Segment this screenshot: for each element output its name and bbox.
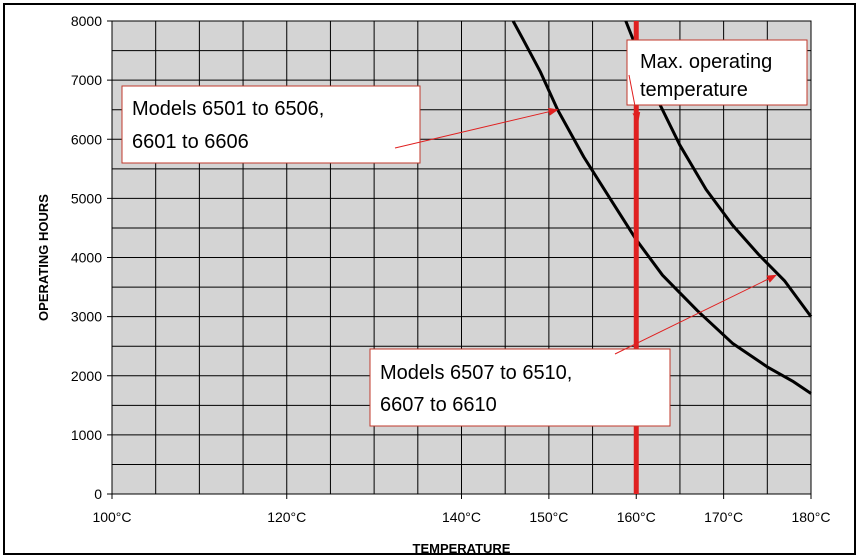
annotation-text-line: 6607 to 6610: [380, 394, 497, 416]
x-tick-label: 100°C: [92, 509, 131, 525]
annotation-box: [626, 39, 808, 106]
annotation-1: Models 6501 to 6506, 6601 to 6606: [121, 85, 559, 164]
y-tick-label: 3000: [71, 309, 102, 325]
x-tick-label: 120°C: [267, 509, 306, 525]
x-tick-label: 140°C: [442, 509, 481, 525]
x-tick-label: 150°C: [529, 509, 568, 525]
annotations: Models 6501 to 6506, 6601 to 6606 Max. op…: [121, 39, 808, 427]
y-tick-label: 2000: [71, 368, 102, 384]
y-axis-ticks: 0 1000 2000 3000 4000 5000 6000 7000 8000: [71, 13, 112, 502]
annotation-text-line: Max. operating: [640, 51, 772, 73]
x-axis-ticks: 100°C 120°C 140°C 150°C 160°C 170°C 180°C: [92, 494, 831, 525]
x-axis-title: TEMPERATURE: [413, 541, 511, 556]
annotation-arrow: [614, 274, 777, 355]
annotation-text-line: Models 6501 to 6506,: [132, 98, 324, 120]
y-tick-label: 5000: [71, 190, 102, 206]
x-tick-label: 170°C: [704, 509, 743, 525]
y-axis-title: OPERATING HOURS: [36, 194, 51, 321]
annotation-arrow: [394, 107, 559, 149]
x-tick-label: 180°C: [791, 509, 830, 525]
y-tick-label: 0: [94, 486, 102, 502]
y-tick-label: 8000: [71, 13, 102, 29]
y-tick-label: 7000: [71, 72, 102, 88]
annotation-box: [369, 348, 671, 427]
annotation-text-line: Models 6507 to 6510,: [380, 362, 572, 384]
y-tick-label: 6000: [71, 131, 102, 147]
annotation-text-line: temperature: [640, 79, 748, 101]
x-tick-label: 160°C: [617, 509, 656, 525]
annotation-arrow: [628, 74, 641, 123]
annotation-2: Max. operating temperature: [626, 39, 808, 123]
y-tick-label: 4000: [71, 250, 102, 266]
annotation-text-line: 6601 to 6606: [132, 131, 249, 153]
annotation-box: [121, 85, 421, 164]
y-tick-label: 1000: [71, 427, 102, 443]
annotation-3: Models 6507 to 6510, 6607 to 6610: [369, 274, 777, 427]
